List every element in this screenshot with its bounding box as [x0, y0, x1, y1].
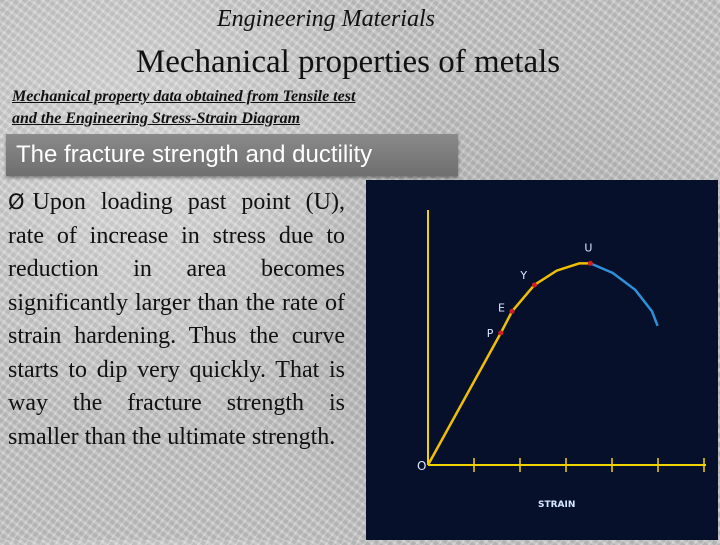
point-marker-p: [498, 330, 504, 336]
point-label-y: Y: [519, 269, 527, 282]
point-label-e: E: [498, 301, 505, 314]
section-banner: The fracture strength and ductility: [6, 134, 458, 176]
plastic-curve: [589, 262, 659, 327]
origin-label: O: [417, 459, 426, 473]
bullet-text: Upon loading past point (U), rate of inc…: [8, 189, 345, 450]
point-marker-y: [531, 282, 537, 288]
bullet-arrow-icon: Ø: [8, 190, 25, 214]
elastic-curve: [426, 262, 591, 466]
slide-title: Mechanical properties of metals: [135, 44, 561, 80]
slide-subject: Engineering Materials: [217, 6, 435, 32]
source-line-2: and the Engineering Stress-Strain Diagra…: [12, 110, 301, 127]
point-label-p: P: [487, 327, 494, 340]
source-line-1: Mechanical property data obtained from T…: [12, 88, 356, 105]
bullet-paragraph: Ø Upon loading past point (U), rate of in…: [8, 186, 345, 454]
point-marker-e: [509, 308, 515, 314]
source-note: Mechanical property data obtained from T…: [12, 86, 462, 130]
point-label-u: U: [584, 241, 592, 254]
x-axis-label: STRAIN: [538, 500, 575, 510]
stress-strain-svg: PE Y U O STRAIN: [417, 210, 706, 510]
banner-text: The fracture strength and ductility: [16, 141, 373, 168]
point-marker-u: [587, 260, 593, 266]
